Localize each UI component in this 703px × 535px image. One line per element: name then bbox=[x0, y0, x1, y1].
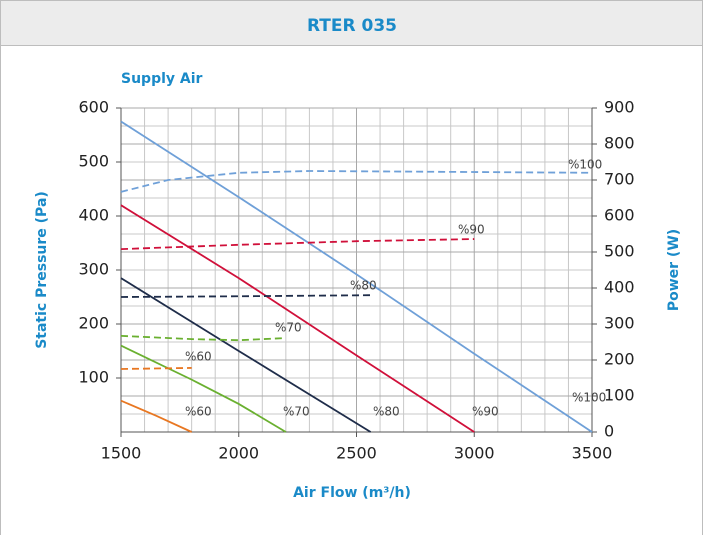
power-curve bbox=[120, 367, 192, 370]
curve-label: %60 bbox=[185, 405, 212, 419]
header bbox=[0, 0, 703, 46]
y-tick-label: 400 bbox=[78, 206, 109, 225]
y2-tick-label: 0 bbox=[604, 422, 614, 441]
power-curve bbox=[120, 294, 371, 298]
curve-label: %90 bbox=[458, 223, 485, 237]
y2-tick-label: 900 bbox=[604, 98, 635, 117]
curve-label: %70 bbox=[275, 321, 302, 335]
y-tick-label: 200 bbox=[78, 314, 109, 333]
x-tick-label: 1500 bbox=[101, 444, 142, 463]
subtitle: Supply Air bbox=[121, 71, 203, 87]
curve-label: %100 bbox=[572, 391, 606, 405]
pressure-curve bbox=[120, 399, 193, 433]
curve-label: %70 bbox=[283, 405, 310, 419]
curve-label: %100 bbox=[568, 158, 602, 172]
y2-tick-label: 700 bbox=[604, 170, 635, 189]
power-curve bbox=[120, 170, 593, 193]
y-tick-label: 600 bbox=[78, 98, 109, 117]
x-tick-label: 3500 bbox=[572, 444, 613, 463]
y2-axis-label: Power (W) bbox=[666, 229, 682, 311]
pressure-curve bbox=[120, 277, 372, 433]
y2-tick-label: 400 bbox=[604, 278, 635, 297]
y-axis-label: Static Pressure (Pa) bbox=[34, 191, 50, 349]
chart-title: RTER 035 bbox=[307, 16, 397, 36]
y2-tick-label: 300 bbox=[604, 314, 635, 333]
pressure-curve bbox=[120, 344, 287, 433]
x-axis-label: Air Flow (m³/h) bbox=[293, 485, 411, 501]
y2-tick-label: 600 bbox=[604, 206, 635, 225]
y2-tick-label: 500 bbox=[604, 242, 635, 261]
pressure-curve bbox=[120, 120, 593, 433]
y2-tick-label: 800 bbox=[604, 134, 635, 153]
x-tick-label: 2500 bbox=[336, 444, 377, 463]
pressure-curve bbox=[120, 204, 475, 433]
y2-tick-label: 100 bbox=[604, 386, 635, 405]
x-tick-label: 2000 bbox=[218, 444, 259, 463]
x-tick-label: 3000 bbox=[454, 444, 495, 463]
curve-label: %60 bbox=[185, 350, 212, 364]
power-curve bbox=[120, 334, 286, 342]
y2-tick-label: 200 bbox=[604, 350, 635, 369]
curve-label: %90 bbox=[472, 405, 499, 419]
curve-label: %80 bbox=[350, 279, 377, 293]
power-curve bbox=[120, 238, 475, 251]
y-tick-label: 500 bbox=[78, 152, 109, 171]
y-tick-label: 300 bbox=[78, 260, 109, 279]
curve-label: %80 bbox=[373, 405, 400, 419]
y-tick-label: 100 bbox=[78, 368, 109, 387]
